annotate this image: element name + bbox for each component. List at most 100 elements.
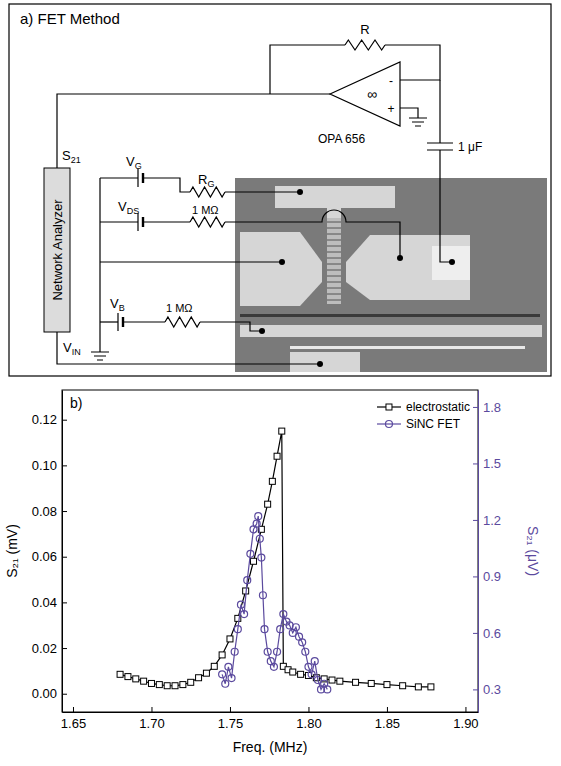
y2-tick-label: 0.3 — [483, 682, 501, 697]
x-tick: 1.65 — [61, 707, 86, 731]
data-point — [292, 624, 299, 631]
bias-source — [118, 313, 123, 331]
gate-source — [138, 169, 143, 187]
data-point — [247, 550, 254, 557]
source-wire — [100, 261, 282, 262]
data-point — [428, 684, 434, 690]
y-tick: 0.08 — [32, 504, 67, 519]
data-point — [241, 611, 248, 618]
data-point — [270, 663, 277, 670]
legend-label: electrostatic — [406, 400, 470, 414]
y-tick-label: 0.08 — [32, 504, 57, 519]
capacitor — [427, 143, 453, 150]
y2-axis: 0.30.60.91.21.51.8 — [473, 391, 501, 713]
sem-background — [235, 178, 547, 372]
bias-wire-left — [100, 321, 118, 322]
output-label-main: S — [62, 148, 71, 163]
x-axis-line — [63, 712, 479, 713]
data-point — [222, 680, 229, 687]
x-tick-label: 1.80 — [296, 716, 321, 731]
y-tick-label: 0.10 — [32, 458, 57, 473]
output-label: S21 — [62, 148, 81, 165]
data-point — [299, 639, 306, 646]
data-point — [219, 671, 226, 678]
gate-wire — [143, 178, 190, 192]
y2-tick-mark — [473, 463, 478, 464]
gate-source-label: VG — [126, 154, 142, 171]
legend-marker — [386, 404, 392, 410]
gate-pad — [275, 186, 395, 208]
data-point — [251, 558, 257, 564]
data-point — [133, 676, 139, 682]
contact-dot — [259, 328, 265, 334]
y-tick-mark — [62, 602, 67, 603]
gate-resistor-label: RG — [198, 172, 214, 189]
y-tick: 0.06 — [32, 549, 67, 564]
series-line — [222, 516, 327, 689]
x-axis: 1.651.701.751.801.851.90 — [61, 707, 479, 731]
x-tick-mark — [73, 707, 74, 712]
legend: electrostatic SiNC FET — [377, 400, 470, 431]
plot-frame — [62, 390, 478, 712]
legend-label: SiNC FET — [406, 417, 461, 431]
y2-tick: 1.2 — [473, 513, 501, 528]
data-point — [384, 682, 390, 688]
x-tick-mark — [465, 707, 466, 712]
data-point — [353, 679, 359, 685]
x-tick-label: 1.75 — [218, 716, 243, 731]
x-tick-mark — [230, 707, 231, 712]
amplifier-label: OPA 656 — [318, 132, 365, 146]
data-point — [225, 663, 232, 670]
contact-dot — [449, 259, 455, 265]
bias-source-label-main: V — [110, 296, 119, 311]
comb-finger — [327, 288, 341, 289]
comb-finger — [327, 282, 341, 283]
y-tick-mark — [62, 465, 67, 466]
drain-contact — [432, 246, 470, 280]
bias-source-label-sub: B — [119, 303, 125, 313]
data-point — [125, 674, 131, 680]
data-point — [298, 671, 304, 677]
data-point — [259, 592, 266, 599]
contact-dot — [317, 361, 323, 367]
x-tick-mark — [151, 707, 152, 712]
y2-tick: 0.9 — [473, 569, 501, 584]
bias-wire — [123, 321, 165, 322]
data-point — [164, 683, 170, 689]
data-point — [368, 680, 374, 686]
y-tick: 0.10 — [32, 458, 67, 473]
contact-dot — [397, 255, 403, 261]
y2-tick-label: 1.2 — [483, 513, 501, 528]
panel-a-frame — [9, 4, 551, 376]
comb-finger — [327, 234, 341, 235]
data-point — [302, 648, 309, 655]
bias-resistor-label: 1 MΩ — [166, 302, 193, 314]
source-pad — [240, 232, 322, 306]
y2-tick-mark — [473, 520, 478, 521]
data-point — [290, 669, 296, 675]
contact-dot — [279, 259, 285, 265]
y-tick-label: 0.12 — [32, 412, 57, 427]
x-tick: 1.75 — [218, 707, 243, 731]
x-tick-mark — [387, 707, 388, 712]
gate-resistor-label-sub: G — [207, 179, 214, 189]
drain-source-label-main: V — [118, 199, 127, 214]
capacitor-label: 1 μF — [458, 140, 482, 154]
y-axis-line — [62, 391, 63, 713]
y2-tick-label: 0.6 — [483, 626, 501, 641]
x-tick: 1.90 — [453, 707, 478, 731]
data-point — [269, 478, 275, 484]
y-tick: 0.12 — [32, 412, 67, 427]
data-point — [264, 648, 271, 655]
comb-finger — [327, 252, 341, 253]
beam-gap — [240, 314, 540, 317]
data-point — [256, 535, 263, 542]
plot-marks — [117, 428, 434, 693]
data-point — [308, 671, 315, 678]
comb-finger — [327, 294, 341, 295]
data-point — [274, 453, 280, 459]
data-point — [253, 520, 260, 527]
data-point — [231, 648, 238, 655]
input-label-main: V — [63, 340, 72, 355]
wires — [57, 40, 453, 364]
